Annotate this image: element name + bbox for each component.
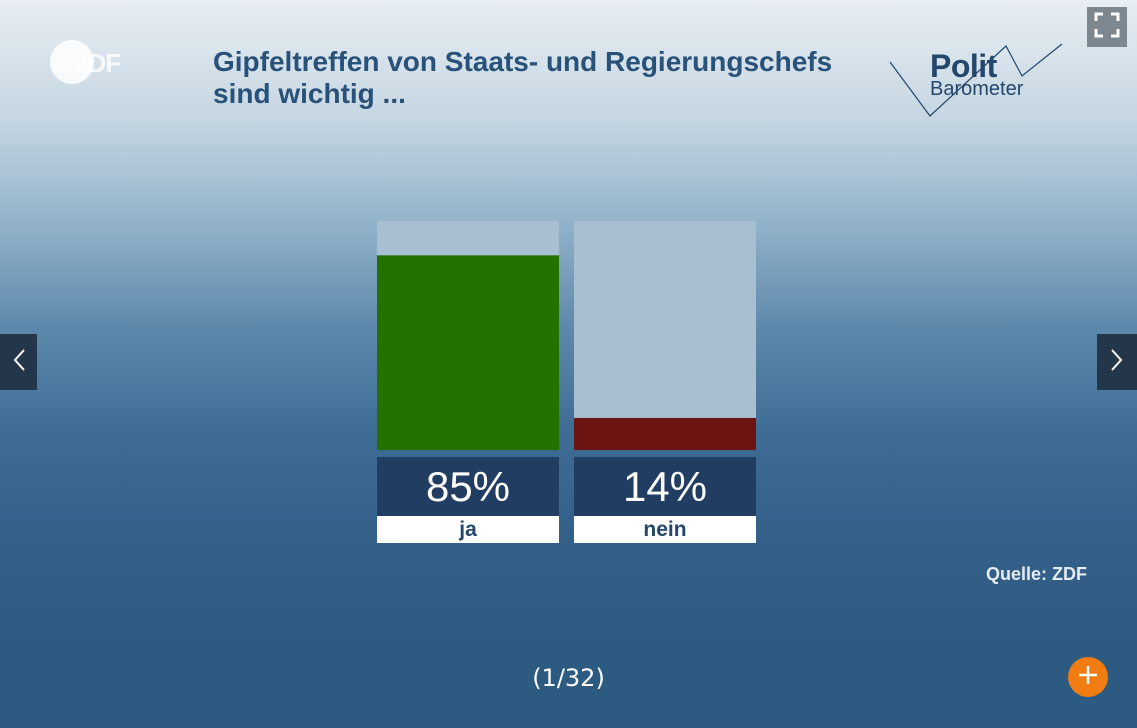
value-label-ja: 85%	[377, 457, 559, 516]
chevron-left-icon	[11, 347, 27, 378]
politbarometer-logo-line1: Polit	[930, 48, 997, 84]
fullscreen-icon	[1093, 11, 1121, 44]
previous-slide-button[interactable]	[0, 334, 37, 390]
category-label-ja: ja	[377, 516, 559, 543]
value-label-nein: 14%	[574, 457, 756, 516]
bottom-bar	[0, 638, 1137, 728]
bar-chart	[377, 221, 756, 450]
zdf-logo: 2DF	[50, 40, 130, 84]
chart-title: Gipfeltreffen von Staats- und Regierungs…	[213, 46, 833, 109]
bar-ja	[377, 255, 559, 450]
chevron-right-icon	[1109, 347, 1125, 378]
add-button[interactable]	[1068, 657, 1108, 697]
category-label-nein: nein	[574, 516, 756, 543]
plus-icon	[1076, 663, 1100, 692]
fullscreen-button[interactable]	[1087, 7, 1127, 47]
next-slide-button[interactable]	[1097, 334, 1137, 390]
slide-counter: (1/32)	[532, 664, 605, 692]
politbarometer-logo: Polit Barometer	[888, 40, 1068, 120]
bar-nein	[574, 417, 756, 450]
source-label: Quelle: ZDF	[986, 564, 1088, 584]
chart-slide: 2DF Gipfeltreffen von Staats- und Regier…	[0, 0, 1137, 638]
politbarometer-logo-line2: Barometer	[930, 78, 1024, 100]
bar-track-nein	[574, 221, 756, 450]
